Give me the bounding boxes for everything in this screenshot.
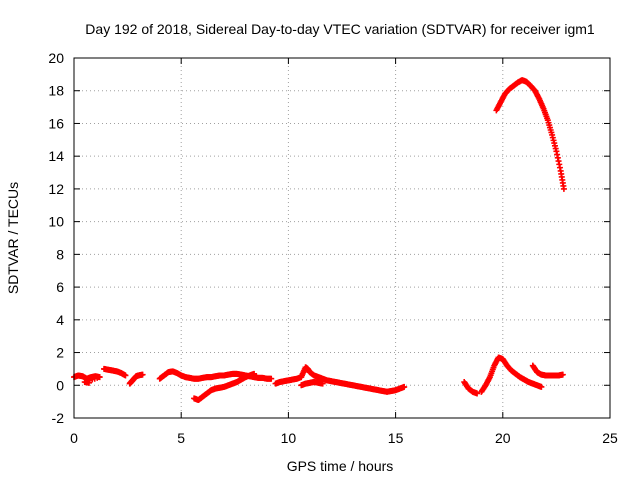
y-tick-label: 2 — [56, 345, 64, 361]
ticks-layer: 0 5 10 15 20 25 -2 0 2 4 6 8 10 12 14 16 18 20 — [48, 50, 618, 446]
data-point — [559, 371, 566, 378]
data-point — [139, 371, 146, 378]
x-tick-label: 0 — [70, 430, 78, 446]
y-tick-label: 0 — [56, 377, 64, 393]
data-point — [251, 370, 258, 377]
y-tick-label: -2 — [52, 410, 65, 426]
data-layer — [71, 77, 567, 403]
data-point — [560, 185, 567, 192]
data-point — [319, 380, 326, 387]
x-tick-label: 10 — [281, 430, 297, 446]
y-tick-label: 14 — [48, 148, 64, 164]
y-tick-label: 6 — [56, 279, 64, 295]
data-point — [474, 390, 481, 397]
x-tick-label: 5 — [177, 430, 185, 446]
x-tick-label: 25 — [602, 430, 618, 446]
data-point — [401, 383, 408, 390]
data-point — [538, 383, 545, 390]
x-tick-label: 15 — [388, 430, 404, 446]
x-axis-label: GPS time / hours — [287, 458, 394, 474]
y-axis-label: SDTVAR / TECUs — [5, 182, 21, 294]
y-tick-label: 20 — [48, 50, 64, 66]
chart-title: Day 192 of 2018, Sidereal Day-to-day VTE… — [85, 21, 595, 37]
y-tick-label: 16 — [48, 115, 64, 131]
y-tick-label: 12 — [48, 181, 64, 197]
plot-frame — [73, 57, 611, 419]
y-tick-label: 18 — [48, 83, 64, 99]
y-tick-label: 4 — [56, 312, 64, 328]
grid-layer — [74, 58, 610, 418]
data-point — [86, 379, 93, 386]
data-point — [122, 372, 129, 379]
x-tick-label: 20 — [495, 430, 511, 446]
series-sdtvar — [71, 77, 567, 403]
y-tick-label: 8 — [56, 246, 64, 262]
data-point — [268, 375, 275, 382]
y-tick-label: 10 — [48, 214, 64, 230]
